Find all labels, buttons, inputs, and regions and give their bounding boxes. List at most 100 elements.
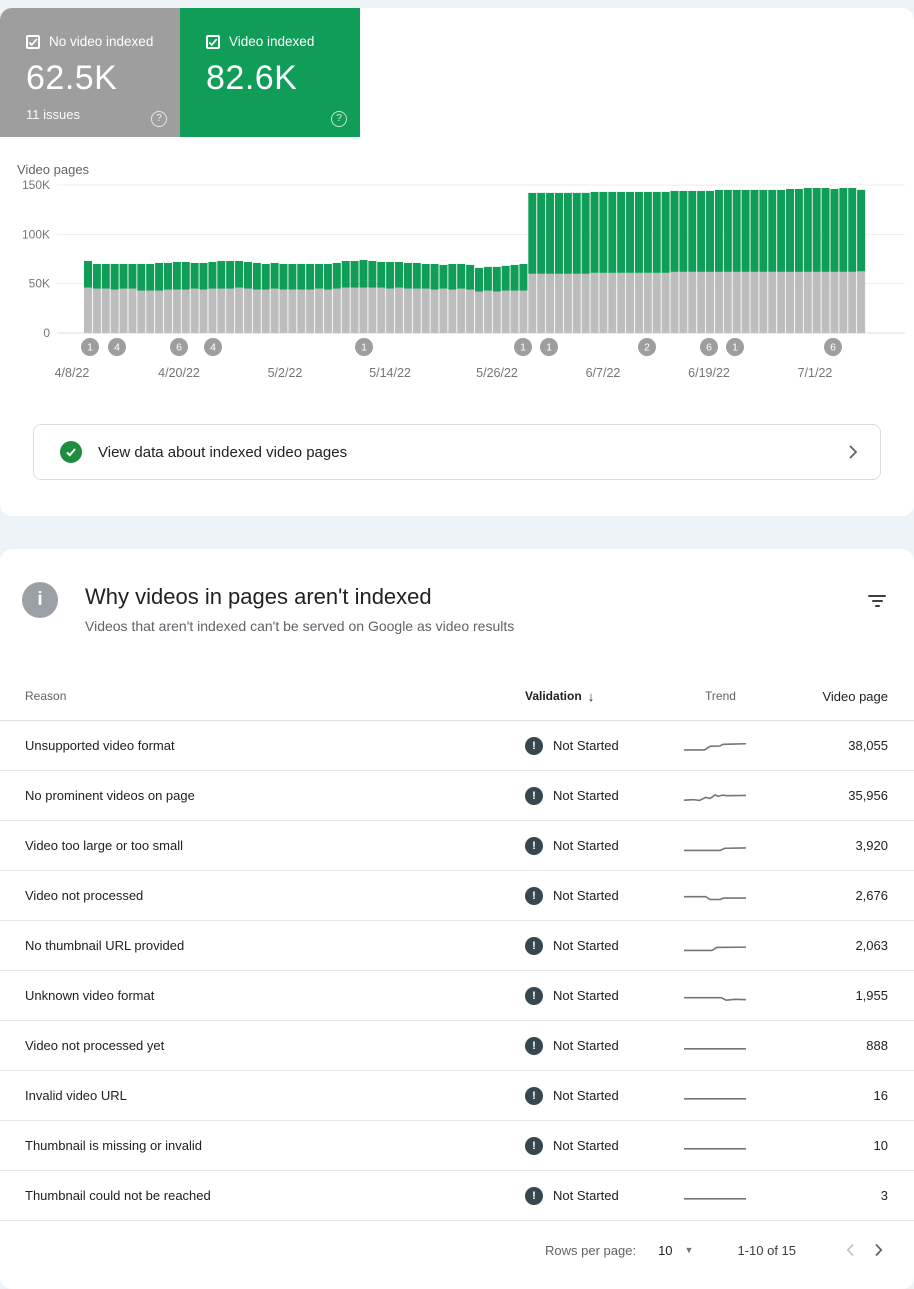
chart-bar-green[interactable] (181, 261, 190, 290)
chart-bar-gray[interactable] (359, 287, 368, 333)
chart-bar-green[interactable] (101, 263, 110, 289)
chart-bar-green[interactable] (92, 263, 101, 289)
chart-bar-gray[interactable] (670, 271, 679, 333)
chart-bar-gray[interactable] (243, 288, 252, 333)
column-header-validation[interactable]: Validation ↓ (525, 688, 595, 704)
chart-bar-green[interactable] (857, 189, 866, 272)
chart-bar-gray[interactable] (350, 287, 359, 333)
table-row[interactable]: Thumbnail is missing or invalid! Not Star… (0, 1121, 914, 1171)
chart-bar-green[interactable] (119, 263, 128, 289)
chart-bar-gray[interactable] (448, 289, 457, 333)
chart-bar-green[interactable] (315, 263, 324, 289)
help-icon[interactable]: ? (331, 111, 347, 127)
chart-bar-gray[interactable] (821, 271, 830, 333)
chart-bar-green[interactable] (128, 263, 137, 289)
chart-bar-gray[interactable] (590, 272, 599, 333)
chart-bar-gray[interactable] (475, 291, 483, 333)
checkbox-icon[interactable] (206, 34, 220, 49)
chart-bar-gray[interactable] (679, 271, 688, 333)
chart-bar-gray[interactable] (439, 288, 448, 333)
chart-bar-green[interactable] (759, 189, 768, 272)
chart-bar-gray[interactable] (750, 271, 759, 333)
chart-bar-gray[interactable] (332, 288, 341, 333)
filter-icon[interactable] (866, 591, 888, 611)
chart-bar-gray[interactable] (457, 288, 466, 333)
chart-bar-green[interactable] (777, 189, 786, 272)
chart-bar-gray[interactable] (732, 271, 741, 333)
chart-bar-gray[interactable] (288, 289, 297, 333)
chart-bar-green[interactable] (697, 190, 706, 272)
chart-bar-gray[interactable] (217, 288, 226, 333)
chart-bar-green[interactable] (590, 191, 599, 273)
issue-marker[interactable] (638, 338, 656, 356)
chart-bar-gray[interactable] (84, 287, 92, 333)
chart-bar-green[interactable] (750, 189, 759, 272)
chart-bar-green[interactable] (350, 260, 359, 288)
chart-bar-gray[interactable] (563, 273, 572, 333)
chart-bar-green[interactable] (741, 189, 750, 272)
table-row[interactable]: No prominent videos on page! Not Started 3… (0, 771, 914, 821)
chart-bar-gray[interactable] (421, 288, 430, 333)
chart-bar-green[interactable] (261, 263, 270, 290)
chart-bar-gray[interactable] (572, 273, 581, 333)
chart-bar-green[interactable] (457, 263, 466, 289)
chart-bar-gray[interactable] (617, 272, 626, 333)
chart-bar-gray[interactable] (377, 287, 386, 333)
chart-bar-green[interactable] (839, 187, 848, 272)
chart-bar-gray[interactable] (519, 290, 528, 333)
table-row[interactable]: Invalid video URL! Not Started 16 (0, 1071, 914, 1121)
chart-bar-gray[interactable] (341, 287, 350, 333)
chart-bar-green[interactable] (172, 261, 181, 290)
chart-bar-green[interactable] (163, 262, 172, 290)
chart-bar-green[interactable] (421, 263, 430, 289)
chart-bar-green[interactable] (146, 263, 155, 291)
chart-bar-green[interactable] (706, 190, 715, 272)
chart-bar-green[interactable] (190, 262, 199, 289)
chart-bar-green[interactable] (679, 190, 688, 272)
chart-bar-gray[interactable] (803, 271, 812, 333)
chart-bar-green[interactable] (288, 263, 297, 290)
chart-bar-green[interactable] (386, 261, 395, 289)
view-indexed-data-banner[interactable]: View data about indexed video pages (33, 424, 881, 480)
help-icon[interactable]: ? (151, 111, 167, 127)
chart-bar-gray[interactable] (430, 289, 439, 333)
chart-bar-gray[interactable] (172, 289, 181, 333)
chart-bar-green[interactable] (803, 187, 812, 272)
chart-bar-green[interactable] (546, 192, 555, 274)
chart-bar-green[interactable] (563, 192, 572, 274)
chart-bar-gray[interactable] (146, 290, 155, 333)
chart-bar-gray[interactable] (777, 271, 786, 333)
chart-bar-gray[interactable] (386, 288, 395, 333)
chart-bar-green[interactable] (306, 263, 315, 290)
chart-bar-green[interactable] (528, 192, 537, 274)
chart-bar-green[interactable] (368, 260, 377, 288)
issue-marker[interactable] (824, 338, 842, 356)
chart-bar-gray[interactable] (199, 289, 208, 333)
chart-bar-green[interactable] (448, 263, 457, 290)
chart-bar-gray[interactable] (208, 288, 217, 333)
chart-bar-gray[interactable] (92, 288, 101, 333)
chart-bar-gray[interactable] (395, 287, 404, 333)
chart-bar-green[interactable] (412, 262, 421, 289)
checkbox-icon[interactable] (26, 34, 40, 49)
chart-bar-gray[interactable] (155, 290, 164, 333)
chart-bar-green[interactable] (155, 262, 164, 291)
chart-bar-gray[interactable] (101, 288, 110, 333)
chart-bar-green[interactable] (794, 188, 803, 272)
chart-bar-green[interactable] (599, 191, 608, 273)
chart-bar-gray[interactable] (492, 291, 501, 333)
table-row[interactable]: Unknown video format! Not Started 1,955 (0, 971, 914, 1021)
chart-bar-green[interactable] (359, 259, 368, 288)
chart-bar-gray[interactable] (163, 289, 172, 333)
video-pages-chart[interactable]: Video pages 150K 100K 50K 0 1 4 6 4 1 1 1 2 6 1 6 4/8/2… (0, 155, 914, 390)
chart-bar-green[interactable] (466, 264, 475, 290)
chart-bar-green[interactable] (243, 261, 252, 289)
chart-bar-gray[interactable] (581, 273, 590, 333)
chart-bar-gray[interactable] (812, 271, 821, 333)
chart-bar-green[interactable] (235, 260, 244, 288)
chart-bar-gray[interactable] (688, 271, 697, 333)
issue-marker[interactable] (726, 338, 744, 356)
chart-bar-gray[interactable] (626, 272, 635, 333)
table-row[interactable]: Video not processed! Not Started 2,676 (0, 871, 914, 921)
chart-bar-gray[interactable] (137, 290, 146, 333)
